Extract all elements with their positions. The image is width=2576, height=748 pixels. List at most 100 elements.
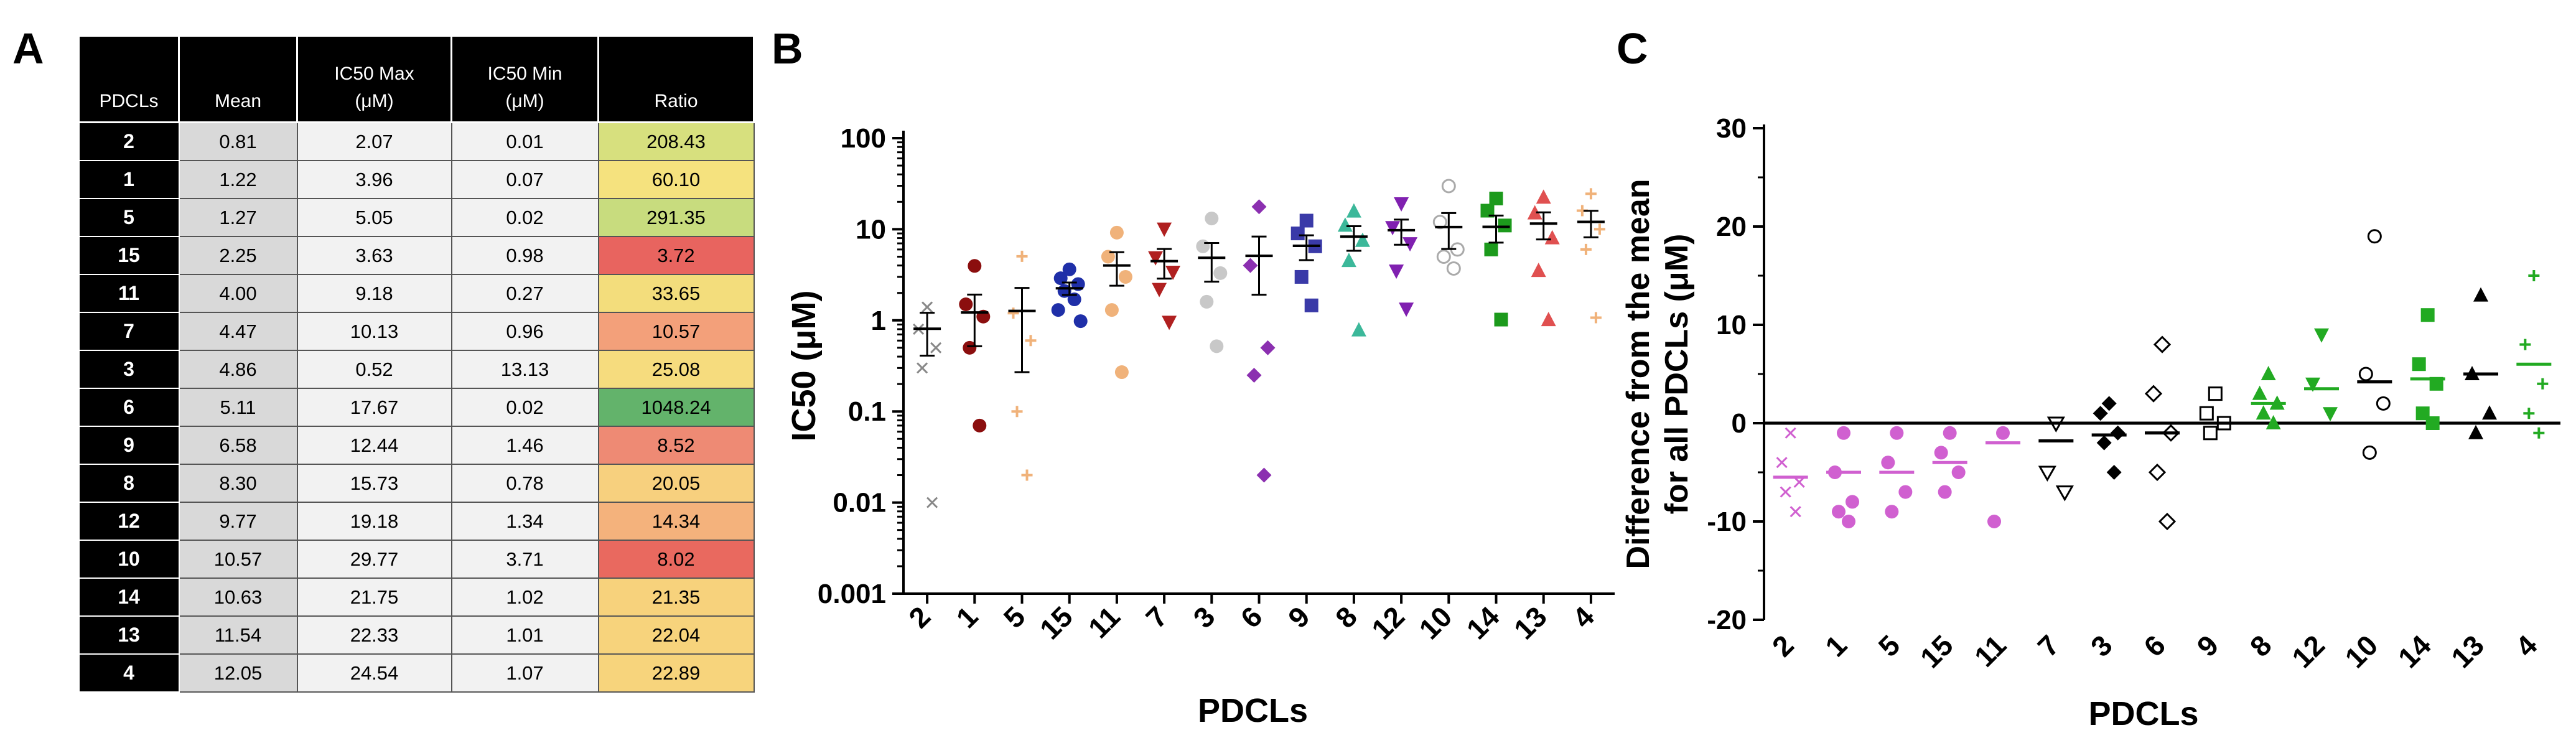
x-axis-title: PDCLs <box>1198 692 1308 729</box>
data-point <box>2468 424 2483 439</box>
x-tick-label: 12 <box>2285 629 2331 674</box>
data-point <box>1531 263 1546 278</box>
data-point <box>1399 302 1414 317</box>
table-cell-ic50-min: 1.46 <box>450 426 599 465</box>
series-group-10 <box>1432 179 1465 276</box>
data-point <box>1337 217 1353 232</box>
data-point <box>2362 445 2377 460</box>
data-point <box>2106 465 2122 480</box>
data-point <box>1846 495 1859 509</box>
x-tick-label: 1 <box>1819 629 1853 663</box>
table-cell-pdcl: 7 <box>78 312 180 351</box>
data-point <box>1938 485 1952 499</box>
table-row: 14 10.63 21.75 1.02 21.35 <box>78 577 755 617</box>
data-point <box>2093 406 2108 421</box>
series-group-11 <box>1101 225 1132 380</box>
series-group-3 <box>2091 396 2127 480</box>
data-point <box>917 362 928 374</box>
table-cell-pdcl: 10 <box>78 540 180 579</box>
series-group-7 <box>2038 416 2074 502</box>
x-tick-label: 14 <box>1460 600 1506 645</box>
table-cell-pdcl: 9 <box>78 426 180 465</box>
data-point <box>1165 265 1181 280</box>
table-header-3: IC50 Min (μM) <box>450 35 599 123</box>
data-point <box>1260 340 1276 355</box>
panel-label-c: C <box>1617 24 1648 73</box>
data-point <box>1109 225 1124 240</box>
x-tick-label: 9 <box>1282 600 1316 634</box>
data-point <box>1541 312 1556 327</box>
data-point <box>1480 203 1495 218</box>
table-cell-ic50-min: 1.34 <box>450 502 599 541</box>
data-point <box>2376 396 2391 411</box>
data-point <box>1489 191 1503 205</box>
series-group-9 <box>1290 213 1322 312</box>
table-cell-ratio: 33.65 <box>597 274 755 313</box>
x-tick-label: 11 <box>1968 629 2012 673</box>
data-point <box>2199 406 2214 421</box>
y-tick-label: 1 <box>871 306 886 336</box>
data-point <box>2305 377 2320 392</box>
data-point <box>1385 221 1401 236</box>
table-cell-mean: 4.86 <box>178 350 298 389</box>
data-point <box>2473 287 2488 302</box>
data-point <box>2323 407 2338 422</box>
x-tick-label: 8 <box>1329 600 1363 634</box>
table-cell-pdcl: 2 <box>78 121 180 161</box>
table-header-row: PDCLs Mean IC50 Max (μM) IC50 Min (μM) Ratio <box>78 35 755 123</box>
table-cell-pdcl: 13 <box>78 615 180 655</box>
data-point <box>2101 396 2117 411</box>
series-group-13 <box>1527 189 1560 327</box>
table-cell-ic50-max: 12.44 <box>296 426 452 465</box>
data-point <box>1934 446 1948 460</box>
data-point <box>2110 425 2126 441</box>
data-point <box>930 342 942 353</box>
table-cell-ic50-min: 0.02 <box>450 388 599 427</box>
table-cell-mean: 11.54 <box>178 615 298 655</box>
data-point <box>1536 189 1551 204</box>
data-point <box>1200 294 1214 309</box>
y-tick-label: -20 <box>1707 605 1747 635</box>
data-point <box>1152 283 1167 297</box>
data-point <box>1594 223 1605 235</box>
data-point <box>1251 199 1267 215</box>
table-row: 3 4.86 0.52 13.13 25.08 <box>78 350 755 389</box>
table-cell-pdcl: 6 <box>78 388 180 427</box>
data-point <box>1498 218 1512 233</box>
data-point <box>1389 264 1404 279</box>
series-group-5 <box>1879 426 1915 519</box>
series-group-5 <box>1007 250 1037 481</box>
table-cell-mean: 9.77 <box>178 502 298 541</box>
table-cell-mean: 1.27 <box>178 198 298 237</box>
table-cell-ic50-max: 22.33 <box>296 615 452 655</box>
table-cell-mean: 0.81 <box>178 121 298 161</box>
data-point <box>1205 212 1219 226</box>
table-cell-ratio: 3.72 <box>597 236 755 275</box>
table-cell-ratio: 22.04 <box>597 615 755 655</box>
table-cell-ic50-max: 3.96 <box>296 160 452 199</box>
y-tick-label: 20 <box>1716 212 1747 242</box>
data-point <box>922 301 933 313</box>
panel-label-a: A <box>12 24 44 73</box>
table-cell-ic50-min: 0.98 <box>450 236 599 275</box>
table-cell-ic50-min: 1.01 <box>450 615 599 655</box>
table-cell-ic50-max: 17.67 <box>296 388 452 427</box>
x-tick-label: 3 <box>1187 600 1221 634</box>
x-tick-label: 7 <box>2032 629 2066 663</box>
series-group-1 <box>1826 426 1861 528</box>
table-row: 10 10.57 29.77 3.71 8.02 <box>78 540 755 579</box>
x-tick-label: 15 <box>1914 629 1959 674</box>
series-group-2 <box>913 301 942 508</box>
data-point <box>1104 303 1119 317</box>
table-cell-ic50-min: 0.96 <box>450 312 599 351</box>
data-point <box>2203 426 2218 441</box>
data-point <box>2482 405 2497 420</box>
data-point <box>2519 339 2531 350</box>
data-point <box>2038 465 2056 482</box>
data-point <box>1436 249 1451 264</box>
y-tick-label: 0.01 <box>833 488 886 518</box>
table-cell-mean: 4.00 <box>178 274 298 313</box>
data-point <box>1294 269 1309 284</box>
data-point <box>1346 203 1361 218</box>
